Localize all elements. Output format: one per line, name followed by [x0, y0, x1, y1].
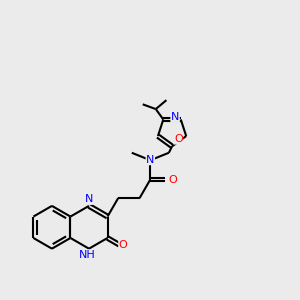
- Text: NH: NH: [79, 250, 96, 260]
- Text: N: N: [146, 155, 154, 165]
- Text: O: O: [119, 240, 128, 250]
- Text: N: N: [85, 194, 93, 204]
- Text: N: N: [171, 112, 179, 122]
- Text: O: O: [169, 175, 178, 184]
- Text: O: O: [174, 134, 183, 144]
